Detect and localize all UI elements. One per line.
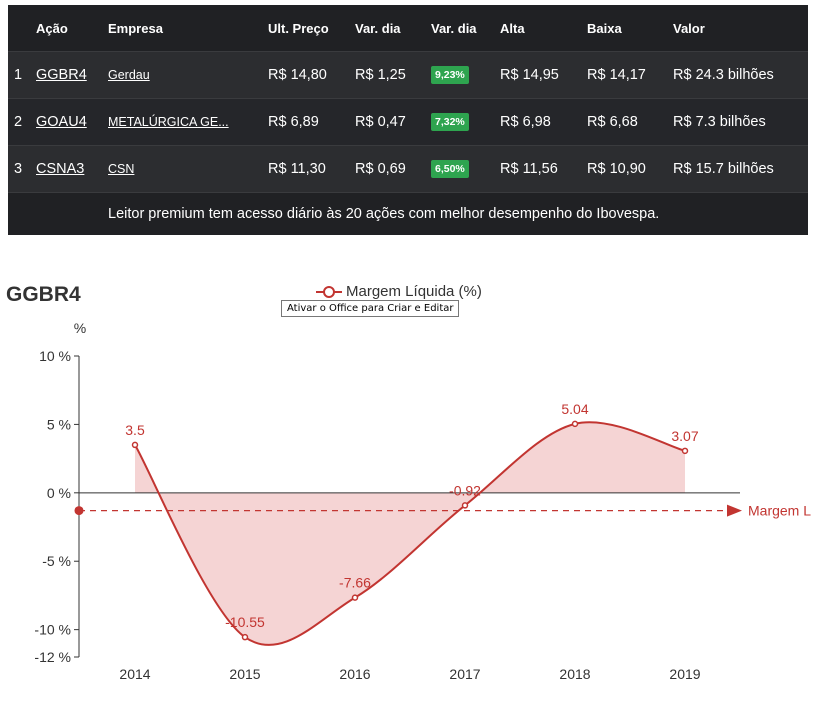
header-empresa[interactable]: Empresa bbox=[108, 20, 163, 36]
header-baixa[interactable]: Baixa bbox=[587, 20, 622, 36]
y-tick-label: -5 % bbox=[42, 553, 71, 569]
high-cell: R$ 6,98 bbox=[500, 98, 587, 146]
chart-legend[interactable]: Margem Líquida (%) bbox=[316, 283, 482, 300]
data-label: -10.55 bbox=[225, 614, 265, 630]
table-header-row: Ação Empresa Ult. Preço Var. dia Var. di… bbox=[8, 5, 808, 52]
mark-line-start-dot bbox=[74, 506, 84, 516]
value-cell: R$ 15.7 bilhões bbox=[673, 145, 808, 192]
data-label: 5.04 bbox=[561, 401, 588, 417]
mark-line-label: Margem L bbox=[748, 503, 811, 519]
pct-badge: 6,50% bbox=[431, 160, 469, 178]
x-tick-label: 2019 bbox=[669, 666, 700, 682]
high-cell: R$ 11,56 bbox=[500, 145, 587, 192]
row-index: 3 bbox=[8, 145, 36, 192]
header-var-dia-pct[interactable]: Var. dia bbox=[431, 20, 477, 36]
x-tick-label: 2014 bbox=[119, 666, 150, 682]
low-cell: R$ 10,90 bbox=[587, 145, 673, 192]
ticker-link[interactable]: CSNA3 bbox=[36, 161, 85, 177]
price-cell: R$ 14,80 bbox=[268, 51, 355, 99]
table-row: 3 CSNA3 CSN R$ 11,30 R$ 0,69 6,50% R$ 11… bbox=[8, 145, 808, 192]
low-cell: R$ 14,17 bbox=[587, 51, 673, 99]
table-row: 1 GGBR4 Gerdau R$ 14,80 R$ 1,25 9,23% R$… bbox=[8, 51, 808, 99]
price-cell: R$ 11,30 bbox=[268, 145, 355, 192]
header-var-dia[interactable]: Var. dia bbox=[355, 20, 401, 36]
mark-line-arrow bbox=[727, 504, 742, 517]
price-cell: R$ 6,89 bbox=[268, 98, 355, 146]
header-valor[interactable]: Valor bbox=[673, 20, 705, 36]
low-cell: R$ 6,68 bbox=[587, 98, 673, 146]
value-cell: R$ 24.3 bilhões bbox=[673, 51, 808, 99]
change-cell: R$ 0,47 bbox=[355, 98, 431, 146]
data-point bbox=[241, 633, 249, 641]
ticker-link[interactable]: GGBR4 bbox=[36, 67, 87, 83]
data-point bbox=[571, 420, 579, 428]
company-link[interactable]: CSN bbox=[108, 162, 135, 176]
x-tick-label: 2017 bbox=[449, 666, 480, 682]
y-tick-label: -12 % bbox=[34, 649, 71, 665]
y-tick-label: -10 % bbox=[34, 622, 71, 638]
x-tick-label: 2018 bbox=[559, 666, 590, 682]
y-tick-label: 5 % bbox=[47, 416, 71, 432]
data-label: 3.07 bbox=[671, 428, 698, 444]
header-alta[interactable]: Alta bbox=[500, 20, 525, 36]
header-ult-preco[interactable]: Ult. Preço bbox=[268, 20, 329, 36]
data-point bbox=[461, 502, 469, 509]
company-link[interactable]: Gerdau bbox=[108, 68, 150, 82]
data-label: -7.66 bbox=[339, 575, 371, 591]
stock-table: Ação Empresa Ult. Preço Var. dia Var. di… bbox=[8, 5, 808, 192]
stock-table-panel: Ação Empresa Ult. Preço Var. dia Var. di… bbox=[8, 5, 808, 235]
change-cell: R$ 1,25 bbox=[355, 51, 431, 99]
premium-note: Leitor premium tem acesso diário às 20 a… bbox=[8, 192, 808, 235]
data-label: 3.5 bbox=[125, 422, 145, 438]
data-point bbox=[131, 441, 139, 449]
y-tick-label: 0 % bbox=[47, 485, 71, 501]
data-label: -0.92 bbox=[449, 482, 481, 498]
x-tick-label: 2016 bbox=[339, 666, 370, 682]
x-tick-label: 2015 bbox=[229, 666, 260, 682]
data-point bbox=[681, 447, 689, 455]
series-area bbox=[135, 422, 685, 645]
y-axis-label: % bbox=[74, 320, 86, 336]
data-point bbox=[351, 594, 359, 601]
pct-badge: 9,23% bbox=[431, 66, 469, 84]
ticker-link[interactable]: GOAU4 bbox=[36, 114, 87, 130]
pct-badge: 7,32% bbox=[431, 113, 469, 131]
header-acao[interactable]: Ação bbox=[36, 20, 68, 36]
high-cell: R$ 14,95 bbox=[500, 51, 587, 99]
row-index: 2 bbox=[8, 98, 36, 146]
change-cell: R$ 0,69 bbox=[355, 145, 431, 192]
chart-title: GGBR4 bbox=[6, 283, 81, 306]
company-link[interactable]: METALÚRGICA GE... bbox=[108, 115, 229, 129]
table-row: 2 GOAU4 METALÚRGICA GE... R$ 6,89 R$ 0,4… bbox=[8, 98, 808, 146]
value-cell: R$ 7.3 bilhões bbox=[673, 98, 808, 146]
office-tooltip: Ativar o Office para Criar e Editar bbox=[281, 300, 460, 317]
legend-label: Margem Líquida (%) bbox=[346, 283, 482, 300]
y-tick-label: 10 % bbox=[39, 348, 71, 364]
row-index: 1 bbox=[8, 51, 36, 99]
legend-line-icon bbox=[316, 285, 342, 298]
